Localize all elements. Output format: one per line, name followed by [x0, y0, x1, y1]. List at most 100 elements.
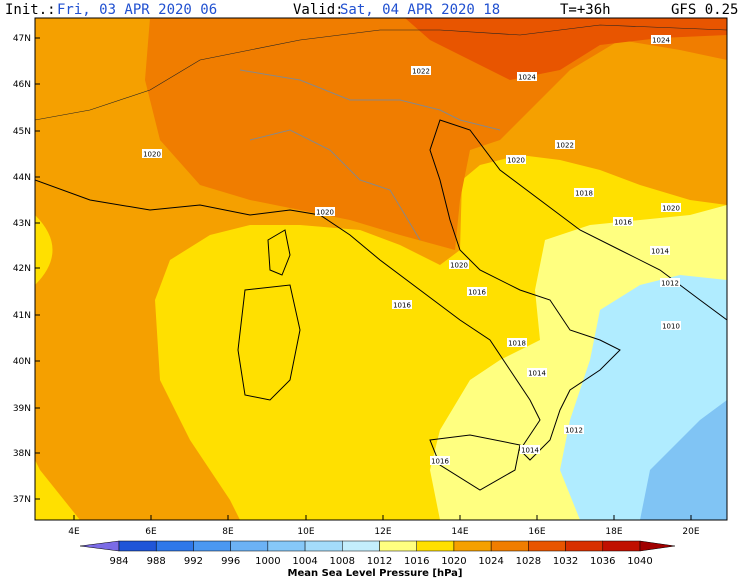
contour-label: 1014 — [528, 370, 546, 378]
colorbar-box — [416, 540, 455, 552]
lat-label: 37N — [13, 495, 31, 505]
colorbar-tick-label: 992 — [184, 556, 203, 567]
colorbar-box — [230, 540, 269, 552]
contour-label-bg — [520, 445, 540, 454]
colorbar-tick-label: 996 — [221, 556, 240, 567]
contour-label: 1024 — [518, 74, 536, 82]
contour-label-bg — [517, 72, 537, 81]
contour-label: 1016 — [468, 289, 486, 297]
contour-label-bg — [315, 207, 335, 216]
coastlines — [35, 24, 727, 491]
lon-label: 6E — [145, 527, 157, 537]
contour-label-bg — [411, 66, 431, 75]
contour-label-bg — [555, 140, 575, 149]
contour-label-bg — [142, 149, 162, 158]
contour-label: 1012 — [565, 427, 583, 435]
colorbar-box — [193, 540, 231, 552]
lon-label: 18E — [605, 527, 622, 537]
colorbar-tick-label: 1008 — [330, 556, 355, 567]
colorbar-tick-label: 1000 — [255, 556, 280, 567]
colorbar-box — [565, 540, 604, 552]
contour-label-bg — [661, 203, 681, 212]
contour-label-bg — [650, 246, 670, 255]
lat-label: 38N — [13, 449, 31, 459]
contour-label: 1020 — [662, 205, 680, 213]
colorbar-box — [379, 540, 417, 552]
contour-label-bg — [527, 368, 547, 377]
colorbar: 984 988 992 996 1000 1004 1008 1012 1016 1020 1024… — [79, 540, 676, 567]
lat-label: 42N — [13, 264, 31, 274]
model-name: GFS 0.25 — [671, 2, 738, 18]
colorbar-tick-label: 988 — [147, 556, 166, 567]
colorbar-tick-label: 1040 — [627, 556, 652, 567]
map-fields — [35, 18, 727, 520]
contour-label: 1010 — [662, 323, 680, 331]
axes: 47N 46N 45N 44N 43N 42N 41N 40N 39N 38N 37N 4E 6E 8E 1… — [13, 34, 700, 537]
colorbar-tick-label: 1012 — [367, 556, 392, 567]
colorbar-tick-label: 1016 — [404, 556, 429, 567]
contour-label: 1014 — [651, 248, 669, 256]
colorbar-box — [342, 540, 380, 552]
contour-label-bg — [651, 35, 671, 44]
lon-label: 8E — [222, 527, 234, 537]
contour-label: 1020 — [450, 262, 468, 270]
colorbar-title: Mean Sea Level Pressure [hPa] — [288, 568, 463, 579]
lat-label: 47N — [13, 34, 31, 44]
contour-label-bg — [392, 300, 412, 309]
lon-label: 16E — [528, 527, 545, 537]
zone-1004 — [640, 400, 727, 520]
contour-label: 1012 — [661, 280, 679, 288]
zone-1024 — [145, 18, 727, 250]
colorbar-tick-label: 1004 — [292, 556, 317, 567]
contour-label: 1018 — [508, 340, 526, 348]
contour-label: 1020 — [507, 157, 525, 165]
colorbar-tick-label: 984 — [109, 556, 128, 567]
lon-label: 14E — [451, 527, 468, 537]
lat-label: 45N — [13, 127, 31, 137]
colorbar-box — [267, 540, 306, 552]
contour-label-bg — [467, 287, 487, 296]
lead-time: T=+36h — [560, 2, 611, 18]
contour-label-bg — [430, 456, 450, 465]
lat-label: 46N — [13, 80, 31, 90]
lat-label: 44N — [13, 173, 31, 183]
colorbar-tick-label: 1028 — [516, 556, 541, 567]
colorbar-box — [528, 540, 566, 552]
init-value: Fri, 03 APR 2020 06 — [57, 2, 217, 18]
colorbar-arrow-left — [79, 540, 120, 552]
lat-label: 39N — [13, 404, 31, 414]
colorbar-box — [602, 540, 641, 552]
contour-label: 1022 — [556, 142, 574, 150]
contour-label-bg — [660, 278, 680, 287]
colorbar-tick-label: 1036 — [590, 556, 615, 567]
lon-label: 12E — [374, 527, 391, 537]
borders — [239, 69, 501, 241]
valid-label: Valid: — [293, 2, 344, 18]
colorbar-box — [155, 540, 194, 552]
contour-labels: 1024 1022 1024 1020 1020 1022 1018 1020 1020 1016… — [142, 35, 681, 466]
contour-label-bg — [507, 338, 527, 347]
contour-label-bg — [449, 260, 469, 269]
lat-label: 43N — [13, 219, 31, 229]
contour-label: 1020 — [143, 151, 161, 159]
lat-label: 40N — [13, 357, 31, 367]
contour-label: 1016 — [393, 302, 411, 310]
valid-value: Sat, 04 APR 2020 18 — [340, 2, 500, 18]
zone-1028 — [400, 18, 727, 80]
colorbar-box — [118, 540, 157, 552]
contour-label-bg — [506, 155, 526, 164]
contour-label-bg — [661, 321, 681, 330]
colorbar-arrow-right — [639, 540, 676, 552]
contour-label: 1020 — [316, 209, 334, 217]
contour-label: 1022 — [412, 68, 430, 76]
lon-label: 20E — [682, 527, 699, 537]
contour-label: 1016 — [431, 458, 449, 466]
colorbar-box — [490, 540, 529, 552]
contour-label: 1014 — [521, 447, 539, 455]
contour-label: 1024 — [652, 37, 670, 45]
lat-label: 41N — [13, 311, 31, 321]
contour-label-bg — [613, 217, 633, 226]
contour-label: 1016 — [614, 219, 632, 227]
colorbar-tick-label: 1024 — [478, 556, 503, 567]
